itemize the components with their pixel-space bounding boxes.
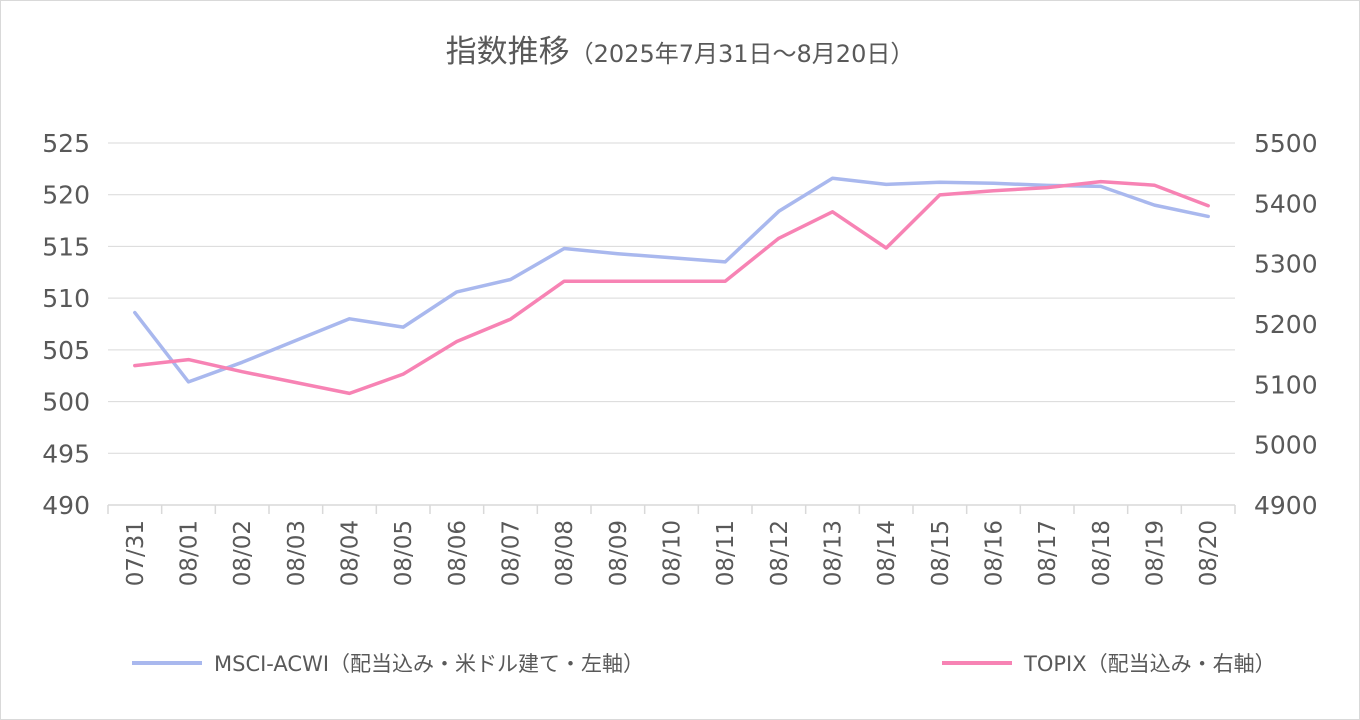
x-tick-label: 08/19 (1143, 520, 1169, 586)
left-tick-label: 515 (42, 232, 90, 261)
x-tick-label: 08/11 (713, 520, 739, 586)
x-tick-label: 08/01 (177, 520, 203, 586)
x-tick-label: 08/12 (767, 520, 793, 586)
x-tick-label: 08/17 (1035, 520, 1061, 586)
axes (107, 504, 1236, 514)
x-tick-label: 08/09 (606, 520, 632, 586)
legend-item-topix: TOPIX（配当込み・右軸） (942, 648, 1276, 678)
x-tick-label: 08/02 (230, 520, 256, 586)
series-line-msci (133, 176, 1210, 384)
right-tick-label: 5000 (1254, 431, 1318, 460)
chart-title-sub: （2025年7月31日〜8月20日） (569, 40, 915, 68)
series-lines (133, 176, 1210, 396)
x-tick-label: 08/15 (928, 520, 954, 586)
legend-label-msci: MSCI-ACWI（配当込み・米ドル建て・左軸） (214, 652, 645, 676)
left-axis-ticks: 490 495 500 505 510 515 520 525 (42, 129, 90, 520)
right-tick-label: 4900 (1254, 491, 1318, 520)
x-tick-label: 08/14 (874, 520, 900, 586)
right-tick-label: 5200 (1254, 310, 1318, 339)
x-axis-ticks: 07/31 08/01 08/02 08/03 08/04 08/05 08/06 08/07… (123, 520, 1222, 586)
x-tick-label: 07/31 (123, 520, 149, 586)
right-axis-ticks: 4900 5000 5100 5200 5300 5400 5500 (1254, 129, 1318, 520)
legend-swatch-msci (132, 661, 202, 665)
left-tick-label: 525 (42, 129, 90, 158)
chart-title: 指数推移（2025年7月31日〜8月20日） (0, 26, 1360, 71)
right-tick-label: 5300 (1254, 250, 1318, 279)
left-tick-label: 505 (42, 336, 90, 365)
x-tick-label: 08/10 (660, 520, 686, 586)
right-tick-label: 5100 (1254, 370, 1318, 399)
left-tick-label: 500 (42, 388, 90, 417)
left-tick-label: 510 (42, 284, 90, 313)
left-tick-label: 490 (42, 491, 90, 520)
legend-swatch-topix (942, 661, 1012, 665)
x-tick-label: 08/08 (552, 520, 578, 586)
x-tick-label: 08/04 (338, 520, 364, 586)
x-tick-label: 08/13 (821, 520, 847, 586)
right-tick-label: 5500 (1254, 129, 1318, 158)
series-line-topix (133, 179, 1210, 396)
x-tick-label: 08/20 (1196, 520, 1222, 586)
gridlines (108, 142, 1235, 454)
legend-label-topix: TOPIX（配当込み・右軸） (1024, 652, 1276, 676)
x-tick-label: 08/16 (982, 520, 1008, 586)
x-tick-label: 08/03 (284, 520, 310, 586)
legend-item-msci: MSCI-ACWI（配当込み・米ドル建て・左軸） (132, 648, 644, 678)
left-tick-label: 520 (42, 181, 90, 210)
x-tick-label: 08/05 (391, 520, 417, 586)
x-tick-label: 08/06 (445, 520, 471, 586)
x-tick-label: 08/18 (1089, 520, 1115, 586)
chart-title-main: 指数推移 (445, 34, 570, 70)
right-tick-label: 5400 (1254, 189, 1318, 218)
x-tick-label: 08/07 (499, 520, 525, 586)
left-tick-label: 495 (42, 439, 90, 468)
